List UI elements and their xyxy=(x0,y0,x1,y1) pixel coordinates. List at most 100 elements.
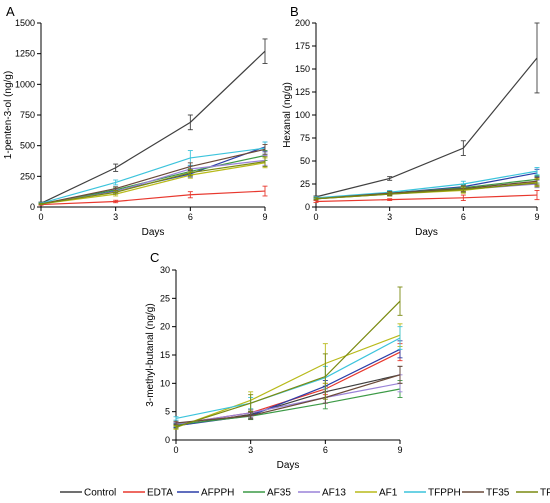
legend-label: AF13 xyxy=(322,488,346,499)
y-tick-label: 5 xyxy=(165,407,170,417)
error-bar xyxy=(460,140,466,156)
y-tick-label: 100 xyxy=(295,110,310,120)
y-tick-label: 150 xyxy=(295,64,310,74)
error-bar xyxy=(187,191,193,199)
legend-item-tfpph: TFPPH xyxy=(404,488,461,499)
y-tick-label: 200 xyxy=(295,18,310,28)
series-tfpph xyxy=(38,141,268,205)
y-tick-label: 20 xyxy=(160,322,170,332)
series-line xyxy=(315,182,538,200)
x-tick-label: 6 xyxy=(188,212,193,222)
error-bar xyxy=(387,198,393,202)
x-tick-label: 9 xyxy=(534,212,539,222)
y-tick-label: 25 xyxy=(160,293,170,303)
legend-item-af1: AF1 xyxy=(355,488,398,499)
x-tick-label: 9 xyxy=(397,445,402,455)
error-bar xyxy=(534,166,540,176)
series-afpph xyxy=(38,141,268,205)
x-tick-label: 3 xyxy=(387,212,392,222)
error-bar xyxy=(534,178,540,188)
error-bar xyxy=(187,114,193,131)
y-tick-label: 1250 xyxy=(15,49,35,59)
x-tick-label: 6 xyxy=(323,445,328,455)
error-bar xyxy=(113,179,119,186)
series-line xyxy=(175,348,401,427)
panel-a: A 0 3 6 9 0 250 500 750 1000 1250 1500 Days 1-penten-… xyxy=(3,4,268,238)
error-bar xyxy=(262,185,268,197)
series-line xyxy=(175,351,401,425)
y-tick-label: 0 xyxy=(305,202,310,212)
panel-label: B xyxy=(290,4,299,19)
error-bar xyxy=(173,420,179,426)
x-tick-label: 3 xyxy=(113,212,118,222)
legend-label: TF35 xyxy=(486,488,510,499)
y-axis-title: Hexanal (ng/g) xyxy=(282,82,293,148)
series-line xyxy=(40,190,266,206)
x-axis-title: Days xyxy=(415,227,438,238)
series-af1 xyxy=(173,323,403,430)
error-bar xyxy=(38,202,44,205)
y-tick-label: 250 xyxy=(20,171,35,181)
panel-b: B 0 3 6 9 0 25 50 75 100 125 150 175 200 Days Hexanal (… xyxy=(282,4,540,238)
error-bar xyxy=(387,176,393,181)
y-tick-label: 500 xyxy=(20,141,35,151)
series-control xyxy=(173,365,403,428)
x-axis-title: Days xyxy=(277,460,300,471)
series-tf13 xyxy=(38,156,268,205)
series-line xyxy=(175,334,401,429)
legend-item-afpph: AFPPH xyxy=(177,488,234,499)
x-tick-label: 3 xyxy=(248,445,253,455)
series-line xyxy=(175,388,401,426)
x-tick-label: 0 xyxy=(313,212,318,222)
y-tick-label: 125 xyxy=(295,87,310,97)
error-bar xyxy=(387,191,393,197)
error-bar xyxy=(262,38,268,64)
series-line xyxy=(40,146,266,205)
legend-item-tf13: TF13 xyxy=(516,488,550,499)
y-axis-title: 1-penten-3-ol (ng/g) xyxy=(3,71,14,159)
panel-c: C 0 3 6 9 0 5 10 15 20 25 30 Days 3-methyl-butanal (n… xyxy=(145,250,403,471)
legend-label: TFPPH xyxy=(428,488,461,499)
error-bar xyxy=(187,169,193,177)
series-line xyxy=(315,194,538,203)
series-edta xyxy=(38,185,268,206)
series-line xyxy=(40,161,266,205)
error-bar xyxy=(173,416,179,421)
legend-item-tf35: TF35 xyxy=(462,488,510,499)
legend-item-af13: AF13 xyxy=(298,488,346,499)
error-bar xyxy=(313,200,319,203)
y-tick-label: 15 xyxy=(160,350,170,360)
panel-label: A xyxy=(6,4,15,19)
error-bar xyxy=(262,156,268,167)
y-tick-label: 25 xyxy=(300,179,310,189)
y-tick-label: 50 xyxy=(300,156,310,166)
error-bar xyxy=(313,197,319,201)
x-tick-label: 0 xyxy=(38,212,43,222)
series-line xyxy=(315,57,538,198)
panel-label: C xyxy=(150,250,159,265)
error-bar xyxy=(262,143,268,155)
y-tick-label: 1000 xyxy=(15,79,35,89)
error-bar xyxy=(113,189,119,195)
legend-label: Control xyxy=(84,488,116,499)
legend: Control EDTA AFPPH AF35 AF13 AF1 TFPPH TF35 TF13 xyxy=(60,488,550,499)
x-tick-label: 0 xyxy=(173,445,178,455)
series-control xyxy=(38,38,268,205)
legend-item-control: Control xyxy=(60,488,116,499)
y-axis-title: 3-methyl-butanal (ng/g) xyxy=(145,303,156,406)
series-line xyxy=(175,374,401,424)
y-tick-label: 0 xyxy=(165,435,170,445)
series-control xyxy=(313,22,540,199)
series-tf13 xyxy=(313,178,540,201)
y-tick-label: 750 xyxy=(20,110,35,120)
error-bar xyxy=(113,163,119,172)
error-bar xyxy=(322,353,328,400)
error-bar xyxy=(460,194,466,202)
legend-item-af35: AF35 xyxy=(243,488,291,499)
error-bar xyxy=(397,365,403,384)
series-tf35 xyxy=(38,143,268,205)
y-tick-label: 30 xyxy=(160,265,170,275)
error-bar xyxy=(248,394,254,413)
error-bar xyxy=(460,186,466,193)
